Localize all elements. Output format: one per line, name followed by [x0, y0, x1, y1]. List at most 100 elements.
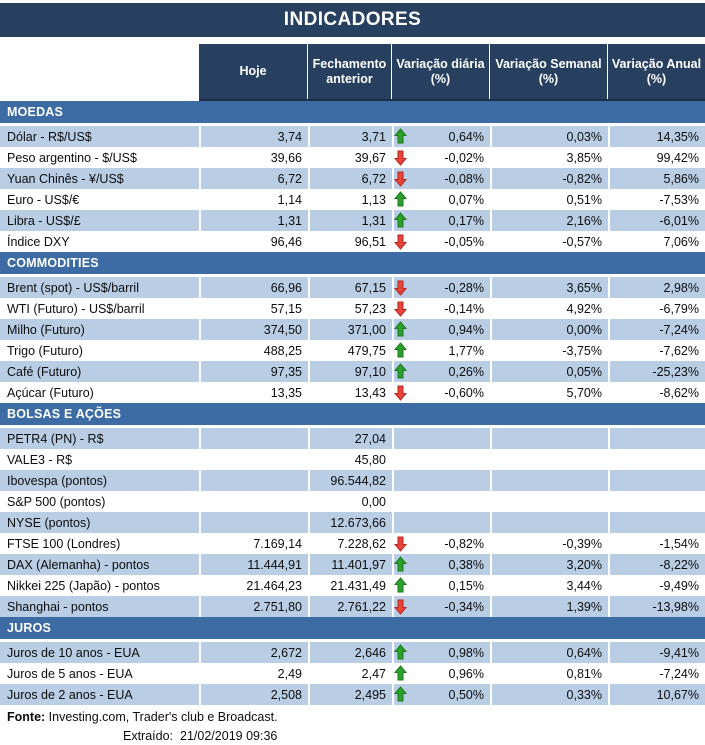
- table-row: Açúcar (Futuro) 13,35 13,43 -0,60% 5,70% -8,6…: [0, 382, 705, 403]
- table-row: Dólar - R$/US$ 3,74 3,71 0,64% 0,03% 14,35%: [0, 126, 705, 147]
- cell-hoje: 39,66: [199, 147, 308, 168]
- table-row: Ibovespa (pontos) 96.544,82: [0, 470, 705, 491]
- row-label: Juros de 5 anos - EUA: [0, 663, 199, 684]
- cell-fechamento-anterior: 12.673,66: [308, 512, 392, 533]
- cell-fechamento-anterior: 39,67: [308, 147, 408, 168]
- cell-variacao-anual: -6,79%: [608, 298, 705, 319]
- cell-hoje: [199, 491, 308, 512]
- table-row: VALE3 - R$ 45,80: [0, 449, 705, 470]
- footer-source-line: Fonte: Investing.com, Trader's club e Br…: [0, 707, 705, 726]
- cell-variacao-diaria: -0,05%: [392, 231, 490, 252]
- cell-variacao-diaria: 0,64%: [392, 126, 490, 147]
- cell-variacao-anual: -6,01%: [608, 210, 705, 231]
- row-label: VALE3 - R$: [0, 449, 199, 470]
- cell-variacao-semanal: -0,39%: [490, 533, 608, 554]
- cell-variacao-diaria: 0,38%: [392, 554, 490, 575]
- cell-variacao-semanal: 0,64%: [490, 642, 608, 663]
- table-row: WTI (Futuro) - US$/barril 57,15 57,23 -0,14…: [0, 298, 705, 319]
- cell-fechamento-anterior: 11.401,97: [308, 554, 408, 575]
- row-label: Nikkei 225 (Japão) - pontos: [0, 575, 199, 596]
- cell-variacao-anual: [608, 491, 705, 512]
- column-header-variacao-semanal: Variação Semanal (%): [490, 44, 608, 99]
- cell-hoje: 2,672: [199, 642, 308, 663]
- cell-variacao-anual: -8,22%: [608, 554, 705, 575]
- cell-hoje: [199, 470, 308, 491]
- cell-variacao-anual: 99,42%: [608, 147, 705, 168]
- cell-variacao-anual: -8,62%: [608, 382, 705, 403]
- cell-variacao-anual: [608, 449, 705, 470]
- cell-fechamento-anterior: 371,00: [308, 319, 408, 340]
- column-header-variacao-diaria: Variação diária (%): [392, 44, 490, 99]
- cell-variacao-anual: -25,23%: [608, 361, 705, 382]
- table-row: FTSE 100 (Londres) 7.169,14 7.228,62 -0,82%…: [0, 533, 705, 554]
- section-header-commodities: COMMODITIES: [0, 252, 705, 274]
- row-label: Juros de 10 anos - EUA: [0, 642, 199, 663]
- cell-variacao-semanal: -0,57%: [490, 231, 608, 252]
- cell-variacao-anual: -9,49%: [608, 575, 705, 596]
- cell-fechamento-anterior: 2,646: [308, 642, 408, 663]
- cell-variacao-anual: -9,41%: [608, 642, 705, 663]
- table-row: Juros de 10 anos - EUA 2,672 2,646 0,98% 0,6…: [0, 642, 705, 663]
- cell-hoje: 21.464,23: [199, 575, 308, 596]
- table-row: Nikkei 225 (Japão) - pontos 21.464,23 21.4…: [0, 575, 705, 596]
- cell-variacao-diaria: [392, 449, 490, 470]
- row-label: Trigo (Futuro): [0, 340, 199, 361]
- cell-variacao-semanal: 3,44%: [490, 575, 608, 596]
- cell-hoje: 3,74: [199, 126, 308, 147]
- table-row: Libra - US$/£ 1,31 1,31 0,17% 2,16% -6,01%: [0, 210, 705, 231]
- table-row: Shanghai - pontos 2.751,80 2.761,22 -0,34% 1…: [0, 596, 705, 617]
- table-row: Euro - US$/€ 1,14 1,13 0,07% 0,51% -7,53%: [0, 189, 705, 210]
- row-label: Brent (spot) - US$/barril: [0, 277, 199, 298]
- cell-hoje: 488,25: [199, 340, 308, 361]
- cell-variacao-semanal: [490, 470, 608, 491]
- cell-hoje: 1,14: [199, 189, 308, 210]
- cell-fechamento-anterior: 45,80: [308, 449, 392, 470]
- cell-fechamento-anterior: 13,43: [308, 382, 408, 403]
- row-label: Café (Futuro): [0, 361, 199, 382]
- cell-fechamento-anterior: 6,72: [308, 168, 408, 189]
- table-row: DAX (Alemanha) - pontos 11.444,91 11.401,9…: [0, 554, 705, 575]
- cell-hoje: 374,50: [199, 319, 308, 340]
- table-row: Trigo (Futuro) 488,25 479,75 1,77% -3,75% -7,…: [0, 340, 705, 361]
- cell-variacao-anual: -1,54%: [608, 533, 705, 554]
- cell-hoje: 13,35: [199, 382, 308, 403]
- cell-variacao-diaria: [392, 470, 490, 491]
- table-row: Café (Futuro) 97,35 97,10 0,26% 0,05% -25,23%: [0, 361, 705, 382]
- cell-fechamento-anterior: 1,13: [308, 189, 408, 210]
- cell-variacao-semanal: [490, 491, 608, 512]
- cell-variacao-semanal: [490, 512, 608, 533]
- cell-fechamento-anterior: 96,51: [308, 231, 408, 252]
- column-header-hoje: Hoje: [199, 44, 308, 99]
- cell-fechamento-anterior: 3,71: [308, 126, 408, 147]
- row-label: Índice DXY: [0, 231, 199, 252]
- cell-variacao-diaria: 0,98%: [392, 642, 490, 663]
- cell-hoje: [199, 449, 308, 470]
- cell-variacao-anual: 14,35%: [608, 126, 705, 147]
- section-header-bolsas-e-a-es: BOLSAS E AÇÕES: [0, 403, 705, 425]
- cell-variacao-anual: -7,62%: [608, 340, 705, 361]
- row-label: Açúcar (Futuro): [0, 382, 199, 403]
- cell-variacao-anual: [608, 428, 705, 449]
- cell-hoje: 2.751,80: [199, 596, 308, 617]
- footer-extracted-line: Extraído: 21/02/2019 09:36: [0, 726, 705, 745]
- column-header-fechamento-anterior: Fechamento anterior: [308, 44, 392, 99]
- row-label: Shanghai - pontos: [0, 596, 199, 617]
- cell-variacao-diaria: [392, 512, 490, 533]
- cell-variacao-semanal: 0,33%: [490, 684, 608, 705]
- cell-variacao-anual: 10,67%: [608, 684, 705, 705]
- cell-hoje: 2,508: [199, 684, 308, 705]
- cell-hoje: [199, 428, 308, 449]
- row-label: Milho (Futuro): [0, 319, 199, 340]
- footer-source-text: Investing.com, Trader's club e Broadcast…: [48, 709, 278, 724]
- cell-variacao-diaria: [392, 428, 490, 449]
- table-row: NYSE (pontos) 12.673,66: [0, 512, 705, 533]
- row-label: NYSE (pontos): [0, 512, 199, 533]
- cell-variacao-diaria: -0,34%: [392, 596, 490, 617]
- cell-variacao-diaria: -0,82%: [392, 533, 490, 554]
- cell-variacao-anual: 2,98%: [608, 277, 705, 298]
- row-label: Juros de 2 anos - EUA: [0, 684, 199, 705]
- cell-variacao-semanal: 4,92%: [490, 298, 608, 319]
- footer-source-label: Fonte:: [7, 709, 46, 724]
- cell-hoje: 96,46: [199, 231, 308, 252]
- cell-hoje: 6,72: [199, 168, 308, 189]
